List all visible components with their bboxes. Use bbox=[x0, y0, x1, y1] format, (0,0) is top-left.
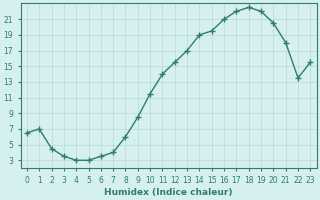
X-axis label: Humidex (Indice chaleur): Humidex (Indice chaleur) bbox=[104, 188, 233, 197]
